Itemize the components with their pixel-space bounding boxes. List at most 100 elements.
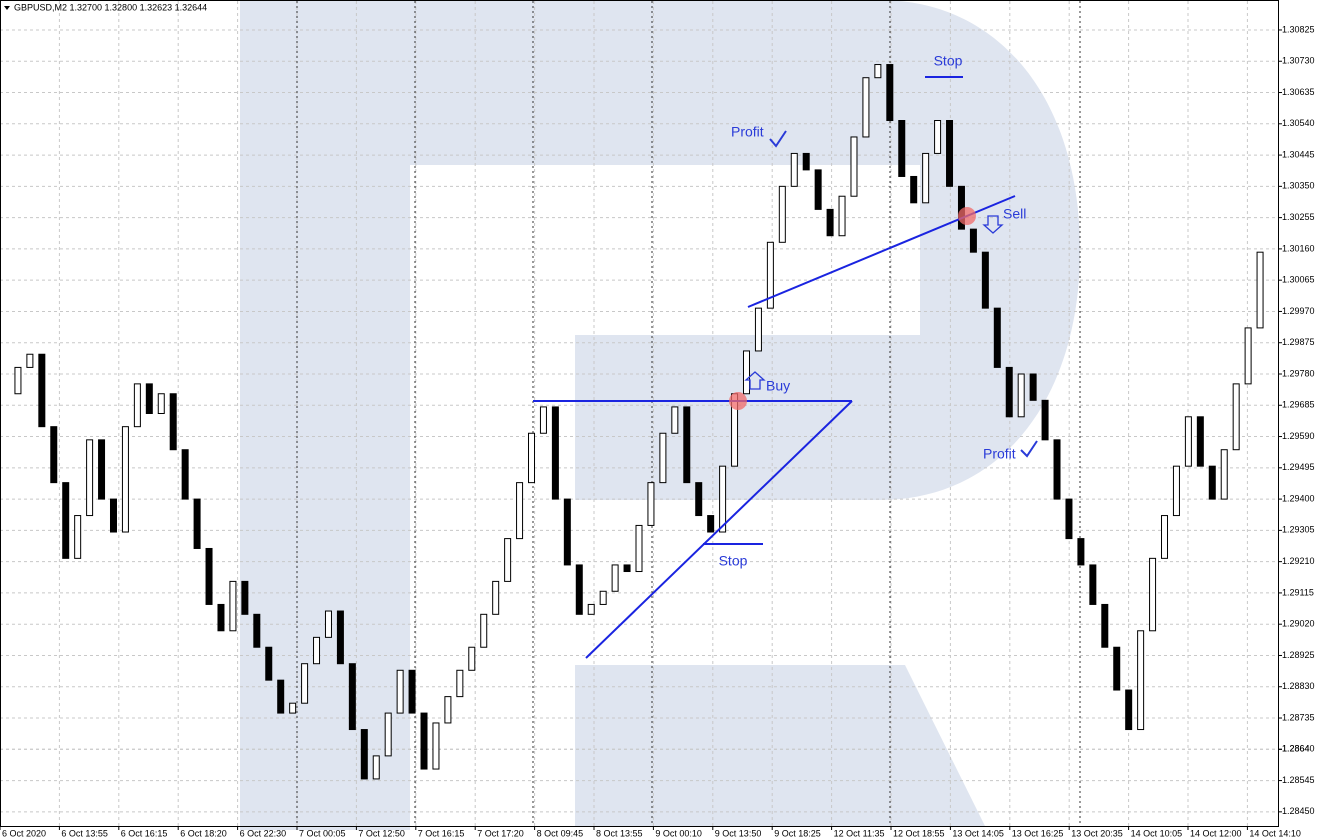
candle-body <box>98 439 106 500</box>
y-tick-label: 1.30255 <box>1282 212 1315 222</box>
candle-body <box>539 406 547 434</box>
candle-body <box>1244 327 1252 385</box>
candle-body <box>898 120 906 177</box>
candle-body <box>26 353 34 368</box>
annotation: Stop <box>934 53 963 69</box>
y-tick-label: 1.29685 <box>1282 400 1315 410</box>
candle-body <box>1089 564 1097 605</box>
x-tick-label: 6 Oct 18:20 <box>180 828 227 838</box>
candle-body <box>993 307 1001 368</box>
candle-body <box>1208 465 1216 500</box>
entry-marker <box>958 207 976 225</box>
candle-body <box>444 696 452 724</box>
candle-body <box>1220 449 1228 500</box>
candle-body <box>802 152 810 171</box>
candle-body <box>50 426 58 484</box>
x-tick-label: 12 Oct 18:55 <box>893 828 945 838</box>
candle-body <box>886 64 894 122</box>
y-tick-label: 1.30825 <box>1282 24 1315 34</box>
y-tick-label: 1.30635 <box>1282 87 1315 97</box>
candle-body <box>1053 439 1061 500</box>
candle-body <box>420 712 428 770</box>
candle-body <box>683 406 691 484</box>
candle-body <box>707 515 715 533</box>
x-tick-label: 8 Oct 13:55 <box>596 828 643 838</box>
candle-body <box>742 350 750 395</box>
candle-body <box>181 449 189 500</box>
x-tick-label: 14 Oct 10:05 <box>1131 828 1183 838</box>
check-mark <box>1020 440 1038 458</box>
x-tick-label: 14 Oct 12:00 <box>1190 828 1242 838</box>
candle-body <box>408 669 416 714</box>
y-tick-label: 1.30445 <box>1282 149 1315 159</box>
candle-body <box>826 208 834 237</box>
annotation: Stop <box>719 553 748 569</box>
y-tick-label: 1.29020 <box>1282 619 1315 629</box>
x-tick-label: 14 Oct 14:10 <box>1249 828 1301 838</box>
candle-body <box>432 722 440 770</box>
candle-body <box>229 580 237 632</box>
y-tick-label: 1.29780 <box>1282 368 1315 378</box>
y-tick-label: 1.29970 <box>1282 306 1315 316</box>
candle-body <box>265 646 273 681</box>
candle-body <box>277 679 285 714</box>
candle-body <box>1041 399 1049 441</box>
watermark-leg <box>575 665 985 826</box>
header-icon <box>4 6 10 10</box>
y-tick-label: 1.30160 <box>1282 243 1315 253</box>
candle-body <box>969 228 977 253</box>
candle-body <box>324 610 332 638</box>
candle-body <box>910 175 918 204</box>
candle-body <box>659 432 667 484</box>
candle-body <box>1077 538 1085 566</box>
y-tick-label: 1.30540 <box>1282 118 1315 128</box>
candle-body <box>157 393 165 414</box>
candle-body <box>1184 416 1192 467</box>
candle-body <box>1101 603 1109 648</box>
candle-body <box>193 498 201 549</box>
y-tick-label: 1.29495 <box>1282 462 1315 472</box>
candle-body <box>480 613 488 648</box>
candle-body <box>360 729 368 780</box>
x-tick-label: 7 Oct 12:50 <box>358 828 405 838</box>
y-tick-label: 1.30065 <box>1282 275 1315 285</box>
candle-body <box>695 482 703 517</box>
candle-body <box>838 195 846 237</box>
candle-body <box>289 702 297 714</box>
candle-body <box>1172 465 1180 517</box>
annotation: Sell <box>1003 206 1026 222</box>
candle-body <box>1137 630 1145 731</box>
candle-body <box>1017 373 1025 418</box>
candle-body <box>456 669 464 698</box>
candle-body <box>348 663 356 731</box>
candle-body <box>1005 366 1013 418</box>
candle-body <box>74 515 82 559</box>
candle-body <box>611 564 619 592</box>
candle-body <box>301 663 309 704</box>
x-tick-label: 6 Oct 13:55 <box>61 828 108 838</box>
y-tick-label: 1.29115 <box>1282 587 1314 597</box>
candle-body <box>1232 383 1240 451</box>
y-tick-label: 1.30350 <box>1282 181 1315 191</box>
candle-body <box>205 547 213 605</box>
plot-frame <box>0 0 1279 827</box>
y-tick-label: 1.29210 <box>1282 556 1315 566</box>
x-tick-label: 7 Oct 16:15 <box>418 828 465 838</box>
x-tick-label: 9 Oct 13:50 <box>715 828 762 838</box>
candle-body <box>38 353 46 428</box>
y-tick-label: 1.2864 <box>1282 744 1310 754</box>
candle-body <box>671 406 679 434</box>
candle-body <box>504 538 512 582</box>
y-tick-label: 1.28450 <box>1282 806 1315 816</box>
candle-body <box>336 610 344 665</box>
candle-body <box>516 482 524 540</box>
candle-body <box>241 580 249 615</box>
candle-body <box>169 393 177 451</box>
x-tick-label: 6 Oct 2020 <box>2 828 46 838</box>
candle-body <box>121 426 129 533</box>
candle-body <box>814 169 822 210</box>
x-tick-label: 13 Oct 20:35 <box>1071 828 1123 838</box>
candle-body <box>946 120 954 187</box>
candle-body <box>384 712 392 757</box>
candle-body <box>719 465 727 533</box>
